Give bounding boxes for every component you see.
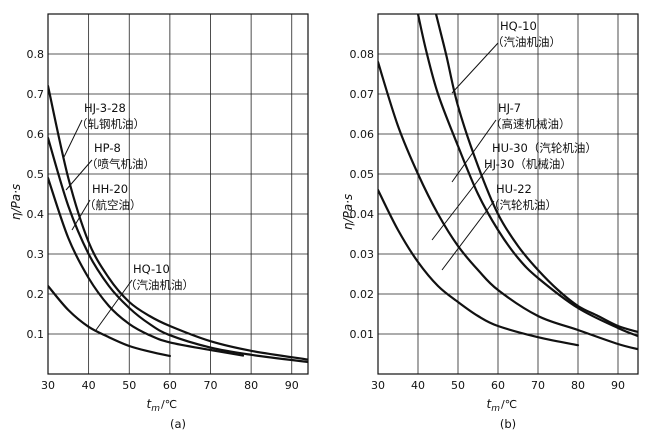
panel-a-series-2	[48, 176, 245, 357]
panel-b-y-tick-2: 0.03	[350, 248, 375, 261]
panel-a-y-tick-7: 0.8	[27, 48, 45, 61]
panel-a-x-ticks: 30 40 50 60 70 80 90	[41, 379, 299, 392]
panel-b-y-tick-3: 0.04	[350, 208, 375, 221]
panel-a-curves	[48, 84, 308, 364]
panel-b-label: (b)	[500, 417, 516, 431]
panel-a-frame	[47, 13, 309, 375]
panel-a-series-0	[48, 84, 308, 361]
panel-b-x-tick-3: 60	[491, 379, 505, 392]
panel-a-y-tick-6: 0.7	[27, 88, 45, 101]
panel-b-x-sub: m	[491, 404, 500, 414]
panel-a-labels: HJ-3-28 （轧钢机油） HP-8 （喷气机油） HH-20 （航空油） HQ-10 （汽…	[76, 101, 194, 292]
panel-b-series-label-1-line2: （高速机械油）	[490, 117, 571, 131]
panel-b-x-ticks: 30 40 50 60 70 80 90	[371, 379, 625, 392]
panel-a-x-sub: m	[151, 404, 160, 414]
panel-a-x-tick-2: 50	[122, 379, 136, 392]
panel-a-series-label-3-line2: （汽油机油）	[125, 278, 194, 292]
panel-a-label: (a)	[170, 417, 186, 431]
panel-a-x-var: t	[147, 397, 153, 411]
panel-b-series-label-3-line1: HU-22	[496, 182, 532, 196]
panel-a-y-tick-4: 0.5	[27, 168, 45, 181]
panel-b-series-label-3-line2: （汽轮机油）	[488, 198, 557, 212]
panel-b-leader-3	[441, 200, 495, 271]
panel-a-series-label-2-line2: （航空油）	[84, 198, 142, 212]
panel-a-leader-3	[95, 279, 133, 331]
panel-b-series-label-0-line1: HQ-10	[500, 19, 537, 33]
panel-b-x-tick-1: 40	[411, 379, 425, 392]
panel-a-x-tick-6: 90	[285, 379, 299, 392]
panel-a-x-axis-title: tm	[147, 397, 161, 414]
panel-a-leader-1	[65, 159, 93, 191]
panel-b-curves	[378, 14, 638, 351]
panel-b-y-axis-title: η/Pa·s	[341, 194, 355, 230]
panel-b-series-3	[378, 188, 580, 347]
panel-a-y-tick-2: 0.3	[27, 248, 45, 261]
panel-b-x-tick-4: 70	[531, 379, 545, 392]
panel-b-x-tick-0: 30	[371, 379, 385, 392]
panel-b-x-axis-unit: /℃	[501, 398, 517, 411]
panel-b-leader-0	[451, 42, 499, 94]
panel-a-x-axis-unit: /℃	[161, 398, 177, 411]
panel-a: 0.10.20.30.40.50.60.70.8 30 40 50 60 70 80 90 …	[9, 13, 309, 431]
panel-b-series-2	[378, 60, 638, 351]
panel-b-x-axis-title: tm	[487, 397, 501, 414]
panel-a-x-tick-5: 80	[244, 379, 258, 392]
panel-a-y-tick-5: 0.6	[27, 128, 45, 141]
panel-b: 0.01 0.02 0.03 0.04 0.05 0.06 0.07 0.08 30 40 50 6…	[341, 13, 639, 431]
panel-b-series-label-2-line1: HU-30（汽轮机油）	[492, 141, 597, 155]
panel-b-x-tick-2: 50	[451, 379, 465, 392]
panel-a-x-tick-4: 70	[204, 379, 218, 392]
panel-b-leader-1	[451, 119, 497, 183]
panel-a-y-axis-title: η/Pa·s	[9, 184, 23, 220]
panel-a-series-label-0-line1: HJ-3-28	[84, 101, 126, 115]
panel-b-y-tick-1: 0.02	[350, 288, 375, 301]
panel-b-leader-2	[431, 164, 491, 241]
panel-b-x-tick-6: 90	[611, 379, 625, 392]
panel-b-y-tick-7: 0.08	[350, 48, 375, 61]
panel-b-x-var: t	[487, 397, 493, 411]
panel-a-series-label-1-line1: HP-8	[94, 141, 121, 155]
panel-a-y-tick-1: 0.2	[27, 288, 45, 301]
panel-a-grid	[48, 14, 308, 374]
panel-b-leaders	[431, 42, 499, 271]
panel-b-series-label-0-line2: （汽油机油）	[492, 35, 561, 49]
panel-b-series-label-2-line2: HJ-30（机械油）	[484, 157, 572, 171]
panel-a-series-label-0-line2: （轧钢机油）	[76, 117, 145, 131]
panel-a-leader-2	[71, 199, 91, 231]
panel-b-series-1	[416, 14, 638, 338]
panel-a-series-label-2-line1: HH-20	[92, 182, 128, 196]
panel-a-x-tick-0: 30	[41, 379, 55, 392]
panel-b-grid	[378, 14, 638, 374]
panel-a-x-tick-1: 40	[82, 379, 96, 392]
panel-a-y-ticks: 0.1 0.2 0.3 0.4 0.5 0.6 0.7 0.8	[27, 48, 45, 341]
panel-b-x-tick-5: 80	[571, 379, 585, 392]
panel-a-leaders	[63, 119, 133, 331]
panel-a-x-tick-3: 60	[163, 379, 177, 392]
panel-b-series-0	[434, 14, 638, 334]
panel-b-y-tick-5: 0.06	[350, 128, 375, 141]
panel-a-series-label-1-line2: （喷气机油）	[86, 157, 155, 171]
panel-b-y-tick-6: 0.07	[350, 88, 375, 101]
panel-b-y-tick-4: 0.05	[350, 168, 375, 181]
panel-b-y-tick-0: 0.01	[350, 328, 375, 341]
panel-a-y-tick-3: 0.4	[27, 208, 45, 221]
panel-a-series-1	[48, 136, 308, 364]
panel-a-series-3	[48, 284, 171, 358]
panel-b-series-label-1-line1: HJ-7	[498, 101, 521, 115]
panel-a-series-label-3-line1: HQ-10	[133, 262, 170, 276]
panel-b-y-ticks: 0.01 0.02 0.03 0.04 0.05 0.06 0.07 0.08	[350, 48, 375, 341]
panel-b-labels: HQ-10 （汽油机油） HJ-7 （高速机械油） HU-30（汽轮机油） HJ-30（机…	[484, 19, 597, 212]
panel-a-leader-0	[63, 119, 83, 158]
panel-a-y-tick-0: 0.1	[27, 328, 45, 341]
panel-b-frame	[377, 13, 639, 375]
